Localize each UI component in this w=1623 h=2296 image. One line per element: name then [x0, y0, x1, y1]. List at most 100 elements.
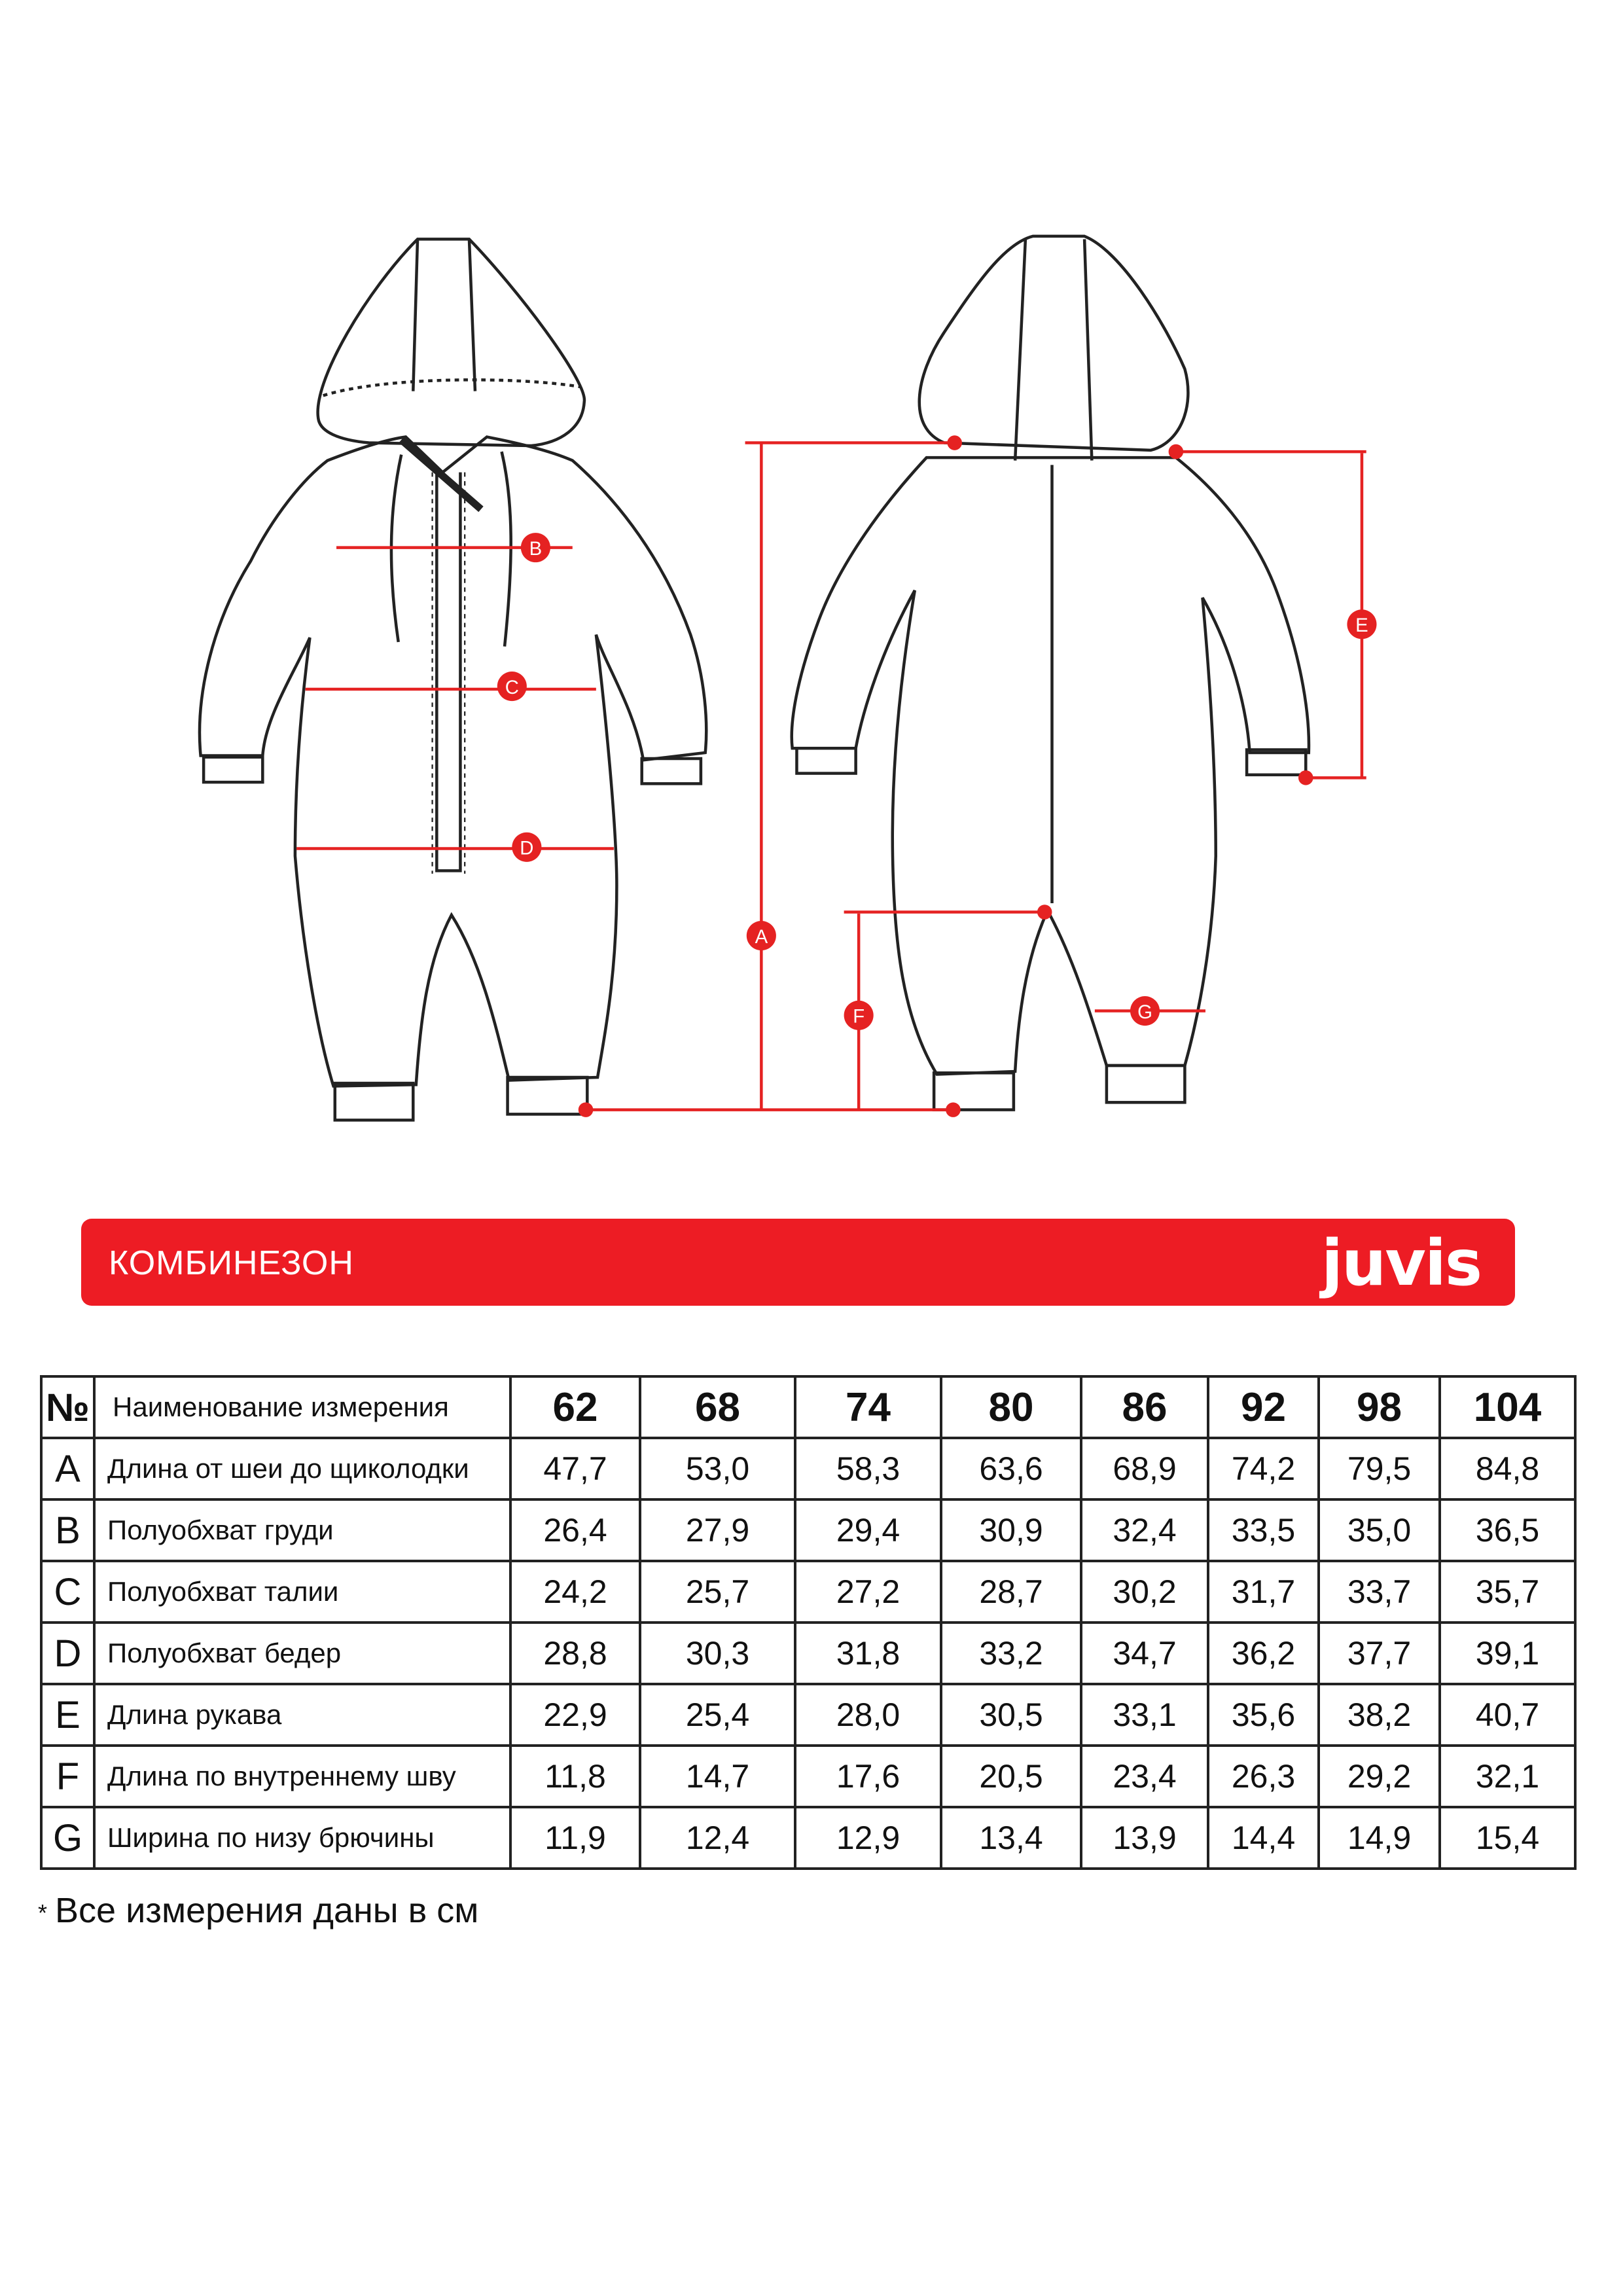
row-value: 15,4 [1438, 1806, 1577, 1870]
row-value: 35,7 [1438, 1560, 1577, 1624]
back-left-leg-cuff [932, 1071, 1016, 1111]
row-value: 79,5 [1317, 1437, 1441, 1501]
size-chart-table: № Наименование измерения 62 68 74 80 86 92 98 1… [40, 1375, 1577, 1870]
footnote: * Все измерения даны в см [38, 1890, 478, 1931]
front-zipper [435, 472, 462, 872]
front-view-drawing [198, 238, 708, 1122]
table-row: E Длина рукава 22,9 25,4 28,0 30,5 33,1 35,6 38,… [40, 1683, 1577, 1747]
brand-logo: juvis [1321, 1227, 1482, 1300]
row-value: 11,9 [509, 1806, 641, 1870]
back-left-cuff [795, 746, 857, 775]
row-value: 34,7 [1080, 1621, 1209, 1685]
table-row: F Длина по внутреннему шву 11,8 14,7 17,6 20,… [40, 1744, 1577, 1808]
product-banner: КОМБИНЕЗОН juvis [81, 1219, 1515, 1306]
row-value: 33,7 [1317, 1560, 1441, 1624]
row-value: 33,2 [940, 1621, 1082, 1685]
table-header-row: № Наименование измерения 62 68 74 80 86 92 98 1… [40, 1375, 1577, 1439]
row-value: 31,7 [1207, 1560, 1320, 1624]
back-right-leg-cuff [1105, 1064, 1186, 1104]
row-value: 36,2 [1207, 1621, 1320, 1685]
row-value: 14,9 [1317, 1806, 1441, 1870]
row-value: 12,9 [794, 1806, 942, 1870]
header-size: 86 [1080, 1375, 1209, 1439]
header-size: 80 [940, 1375, 1082, 1439]
front-right-leg-cuff [506, 1075, 589, 1116]
row-label: Ширина по низу брючины [93, 1806, 512, 1870]
table-row: G Ширина по низу брючины 11,9 12,4 12,9 13,4 1… [40, 1806, 1577, 1870]
header-number: № [40, 1375, 96, 1439]
row-value: 40,7 [1438, 1683, 1577, 1747]
back-body [790, 456, 1311, 1076]
row-value: 35,0 [1317, 1498, 1441, 1562]
row-value: 14,7 [639, 1744, 796, 1808]
footnote-text: Все измерения даны в см [55, 1891, 479, 1930]
front-left-cuff [202, 755, 264, 784]
row-value: 47,7 [509, 1437, 641, 1501]
row-value: 37,7 [1317, 1621, 1441, 1685]
row-value: 84,8 [1438, 1437, 1577, 1501]
row-value: 32,4 [1080, 1498, 1209, 1562]
row-value: 68,9 [1080, 1437, 1209, 1501]
front-hood [316, 238, 586, 448]
row-value: 30,3 [639, 1621, 796, 1685]
row-letter: D [40, 1621, 96, 1685]
header-size: 68 [639, 1375, 796, 1439]
header-size: 92 [1207, 1375, 1320, 1439]
row-value: 58,3 [794, 1437, 942, 1501]
row-value: 17,6 [794, 1744, 942, 1808]
row-value: 25,4 [639, 1683, 796, 1747]
marker-c: C [497, 672, 527, 702]
header-size: 62 [509, 1375, 641, 1439]
row-label: Полуобхват груди [93, 1498, 512, 1562]
footnote-asterisk: * [38, 1899, 48, 1926]
svg-text:D: D [520, 838, 533, 859]
row-letter: B [40, 1498, 96, 1562]
svg-text:G: G [1137, 1001, 1152, 1023]
row-value: 27,2 [794, 1560, 942, 1624]
row-value: 23,4 [1080, 1744, 1209, 1808]
row-value: 28,0 [794, 1683, 942, 1747]
svg-text:C: C [505, 677, 519, 698]
header-size: 104 [1438, 1375, 1577, 1439]
product-title: КОМБИНЕЗОН [109, 1244, 354, 1282]
back-right-cuff [1245, 748, 1308, 777]
row-value: 28,7 [940, 1560, 1082, 1624]
table-row: D Полуобхват бедер 28,8 30,3 31,8 33,2 34,7 36,… [40, 1621, 1577, 1685]
row-value: 74,2 [1207, 1437, 1320, 1501]
row-value: 30,9 [940, 1498, 1082, 1562]
row-value: 36,5 [1438, 1498, 1577, 1562]
row-value: 33,5 [1207, 1498, 1320, 1562]
marker-d: D [512, 832, 542, 862]
row-value: 29,2 [1317, 1744, 1441, 1808]
row-value: 13,4 [940, 1806, 1082, 1870]
row-value: 14,4 [1207, 1806, 1320, 1870]
row-value: 25,7 [639, 1560, 796, 1624]
svg-text:F: F [853, 1006, 865, 1028]
row-value: 13,9 [1080, 1806, 1209, 1870]
marker-e: E [1347, 609, 1377, 639]
front-right-cuff [640, 757, 703, 785]
row-value: 22,9 [509, 1683, 641, 1747]
row-value: 31,8 [794, 1621, 942, 1685]
front-left-leg-cuff [333, 1081, 415, 1122]
drawstrings [389, 451, 512, 647]
row-value: 11,8 [509, 1744, 641, 1808]
marker-f: F [844, 1000, 874, 1030]
row-value: 26,3 [1207, 1744, 1320, 1808]
row-label: Длина по внутреннему шву [93, 1744, 512, 1808]
row-value: 30,5 [940, 1683, 1082, 1747]
row-letter: E [40, 1683, 96, 1747]
garment-diagrams: A B C D E F G [198, 234, 1377, 1122]
row-letter: C [40, 1560, 96, 1624]
row-label: Длина от шеи до щиколодки [93, 1437, 512, 1501]
marker-b: B [520, 533, 550, 563]
back-view-drawing [790, 234, 1311, 1111]
row-value: 28,8 [509, 1621, 641, 1685]
row-value: 33,1 [1080, 1683, 1209, 1747]
row-label: Полуобхват бедер [93, 1621, 512, 1685]
marker-a: A [746, 921, 776, 951]
row-value: 39,1 [1438, 1621, 1577, 1685]
front-body [198, 435, 708, 1088]
table-row: A Длина от шеи до щиколодки 47,7 53,0 58,3 63… [40, 1437, 1577, 1501]
row-value: 53,0 [639, 1437, 796, 1501]
